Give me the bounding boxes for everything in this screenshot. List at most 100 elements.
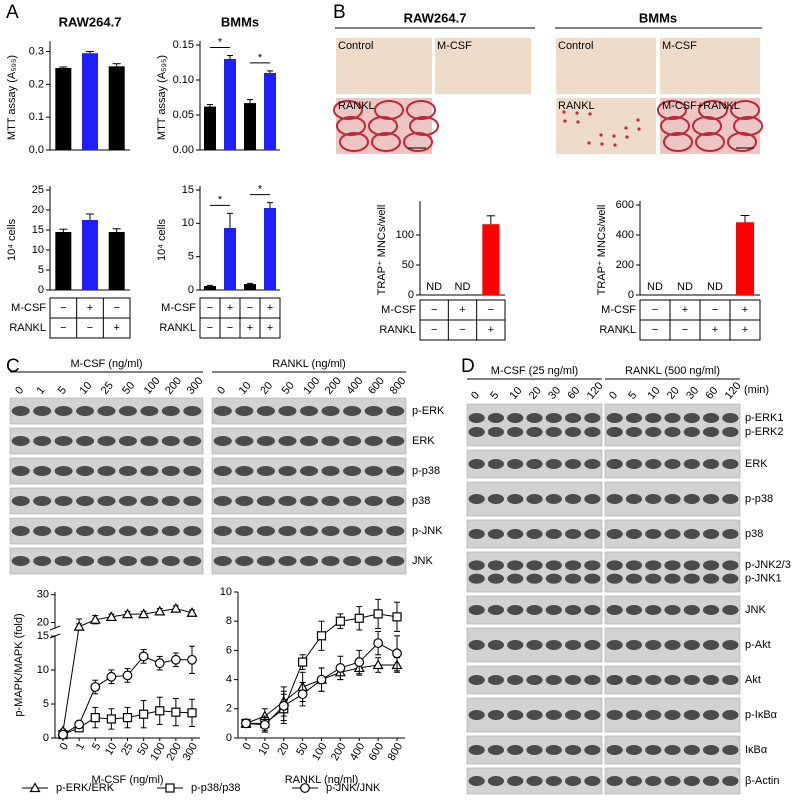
blot-band	[487, 640, 505, 650]
y-tick-label: 10	[182, 217, 194, 229]
lane-label: 20	[527, 385, 544, 402]
condition-sign: −	[682, 324, 688, 336]
data-point	[138, 651, 149, 662]
significance-label: *	[218, 36, 223, 48]
blot-band	[584, 413, 601, 423]
y-axis-label: TRAP⁺ MNCs/well	[596, 205, 608, 296]
blot-band	[702, 640, 720, 650]
blot-band	[584, 494, 601, 504]
blot-band	[545, 427, 562, 437]
cell-stain	[727, 132, 757, 152]
cell-stain	[698, 100, 728, 120]
blot-row-label: p-JNK1	[745, 573, 782, 585]
cell-stain	[336, 116, 366, 136]
condition-sign: −	[652, 304, 658, 316]
blot-band	[507, 427, 524, 437]
blot-band	[545, 459, 562, 469]
blot-band	[161, 436, 180, 446]
cell-stain	[339, 132, 369, 152]
blot-band	[321, 466, 340, 476]
blot-band	[183, 436, 202, 446]
blot-band	[76, 526, 95, 536]
blot-band	[235, 496, 254, 506]
blot-row-label: ERK	[412, 435, 435, 447]
micrograph	[660, 98, 760, 154]
blot-band	[213, 496, 232, 506]
blot-band	[722, 413, 739, 423]
y-tick-label: 0	[408, 289, 414, 301]
micrograph	[556, 38, 656, 94]
condition-name: RANKL	[599, 324, 636, 336]
micrograph	[556, 98, 656, 154]
blot-band	[487, 529, 505, 539]
blot-band	[545, 560, 562, 571]
blot-band	[507, 413, 524, 423]
blot-band	[33, 526, 52, 536]
legend-marker	[300, 783, 310, 793]
blot-group-title: RANKL (500 ng/ml)	[625, 365, 720, 377]
blot-band	[664, 640, 681, 650]
blot-strip	[466, 403, 603, 447]
blot-band	[584, 459, 601, 469]
blot-band	[683, 745, 700, 755]
micrograph-label: RANKL	[558, 100, 595, 112]
blot-band	[161, 556, 180, 566]
blot-band	[564, 459, 582, 469]
cell-stain	[733, 116, 763, 136]
condition-name: RANKL	[379, 324, 416, 336]
blot-band	[118, 406, 137, 416]
y-tick-label: 10	[37, 664, 49, 676]
blot-band	[364, 436, 383, 446]
blot-band	[343, 556, 362, 566]
condition-sign: −	[87, 322, 93, 334]
blot-band	[33, 496, 52, 506]
blot-band	[722, 675, 739, 685]
blot-band	[664, 529, 681, 539]
blot-band	[183, 466, 202, 476]
blot-band	[722, 776, 739, 786]
cell-stain	[660, 116, 690, 136]
micrograph	[336, 38, 432, 94]
group-title: RAW264.7	[404, 10, 467, 25]
lane-label: 10	[237, 380, 254, 397]
blot-band	[625, 494, 643, 504]
blot-row-label: p-JNK	[412, 525, 443, 537]
blot-band	[702, 573, 720, 584]
blot-group-title: M-CSF (ng/ml)	[70, 358, 142, 370]
bar	[108, 232, 125, 290]
blot-band	[11, 526, 30, 536]
micrograph-label: M-CSF	[662, 40, 697, 52]
blot-band	[683, 494, 700, 504]
blot-band	[683, 710, 700, 720]
blot-band	[645, 413, 662, 423]
blot-band	[564, 494, 582, 504]
cell-stain	[657, 100, 687, 120]
data-point	[298, 657, 308, 667]
blot-band	[278, 526, 297, 536]
x-tick-label: 400	[348, 741, 368, 763]
condition-sign: +	[267, 322, 273, 334]
blot-band	[321, 556, 340, 566]
blot-band	[386, 436, 405, 446]
micrograph	[336, 98, 432, 154]
value-label: ND	[455, 281, 471, 293]
blot-band	[386, 406, 405, 416]
condition-sign: −	[431, 324, 437, 336]
blot-band	[702, 710, 720, 720]
data-point	[154, 658, 165, 669]
y-tick-label: 0.1	[29, 111, 44, 123]
blot-strip	[604, 551, 741, 593]
y-tick-label: 0	[38, 284, 44, 296]
blot-band	[468, 675, 485, 685]
lane-label: 0	[215, 384, 228, 396]
blot-band	[97, 496, 116, 506]
blot-band	[606, 427, 623, 437]
x-tick-label: 1	[74, 741, 87, 752]
x-tick-label: 10	[103, 741, 120, 758]
bar	[244, 284, 256, 290]
chart-title: BMMs	[221, 14, 259, 29]
blot-band	[625, 413, 643, 423]
blot-band	[564, 573, 582, 584]
blot-band	[321, 406, 340, 416]
blot-band	[487, 710, 505, 720]
